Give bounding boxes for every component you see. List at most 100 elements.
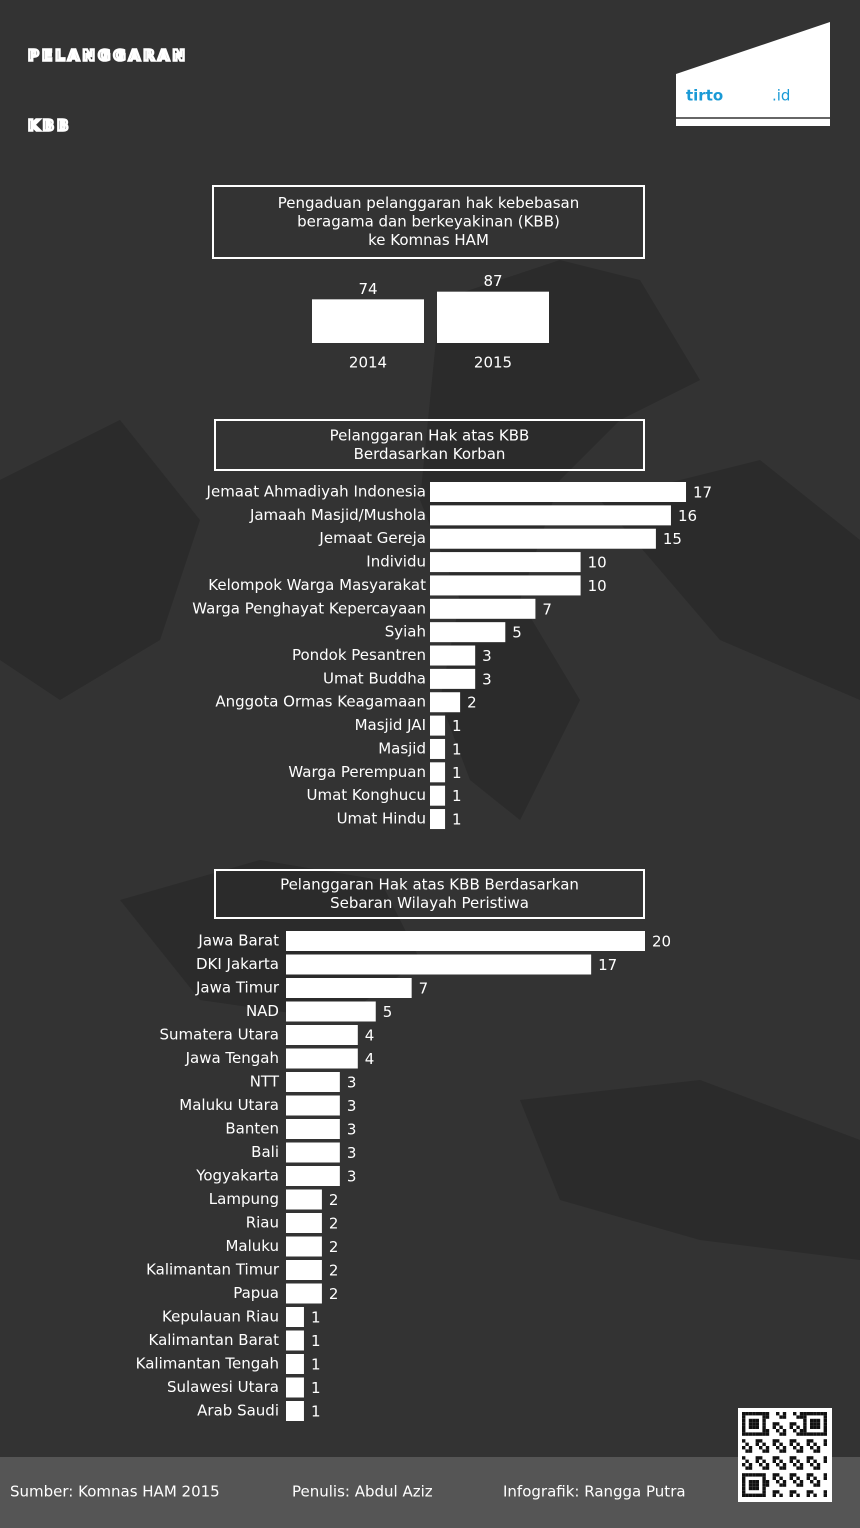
qr-module: [803, 1412, 807, 1416]
category-label: Jamaah Masjid/Mushola: [249, 506, 426, 524]
qr-module: [823, 1425, 827, 1429]
value-label: 87: [483, 272, 502, 290]
value-label: 3: [347, 1168, 357, 1186]
qr-module: [762, 1432, 766, 1436]
qr-module: [759, 1432, 763, 1436]
value-label: 1: [452, 740, 462, 758]
qr-module: [755, 1442, 759, 1446]
value-label: 2: [329, 1285, 339, 1303]
value-label: 2: [467, 694, 477, 712]
qr-module: [776, 1412, 780, 1416]
bar: [286, 1236, 322, 1257]
qr-module: [789, 1442, 793, 1446]
qr-module: [765, 1449, 770, 1453]
bar: [286, 1189, 322, 1210]
value-label: 3: [347, 1074, 357, 1092]
qr-module: [803, 1422, 807, 1426]
qr-module: [799, 1429, 804, 1433]
qr-module: [803, 1415, 807, 1419]
qr-module: [779, 1442, 783, 1446]
qr-module: [782, 1446, 787, 1450]
qr-module: [779, 1476, 783, 1480]
bar: [430, 622, 506, 643]
bar: [430, 692, 461, 713]
qr-module: [799, 1483, 804, 1487]
qr-module: [823, 1490, 827, 1494]
chart-title: Pelanggaran Hak atas KBB Berdasarkan: [280, 875, 579, 893]
qr-module: [813, 1418, 817, 1423]
value-label: 2: [329, 1191, 339, 1209]
bar: [286, 1166, 340, 1186]
qr-module: [793, 1429, 797, 1433]
qr-module: [810, 1456, 814, 1460]
qr-module: [755, 1480, 759, 1484]
qr-module: [813, 1442, 817, 1446]
value-label: 10: [588, 554, 607, 572]
category-label: Umat Hindu: [337, 810, 426, 828]
qr-module: [810, 1446, 814, 1450]
qr-module: [745, 1412, 749, 1416]
bar: [286, 1025, 358, 1045]
bar: [430, 738, 446, 759]
qr-module: [806, 1493, 810, 1497]
map-background: [0, 260, 860, 1260]
qr-module: [796, 1415, 800, 1419]
qr-module: [762, 1486, 766, 1491]
qr-module: [762, 1490, 766, 1494]
bar: [430, 715, 446, 736]
qr-module: [806, 1459, 810, 1463]
category-label: Lampung: [209, 1190, 279, 1208]
qr-module: [755, 1422, 759, 1426]
qr-module: [762, 1449, 766, 1453]
value-label: 5: [383, 1003, 393, 1021]
bar: [286, 978, 412, 998]
qr-module: [755, 1412, 759, 1416]
qr-module: [813, 1425, 817, 1429]
qr-module: [755, 1425, 759, 1429]
qr-module: [823, 1412, 827, 1416]
qr-module: [823, 1422, 827, 1426]
bar: [430, 762, 446, 783]
chart-title-box: [214, 869, 645, 919]
bar: [437, 291, 549, 343]
value-label: 1: [311, 1379, 321, 1397]
qr-module: [762, 1412, 766, 1416]
qr-module: [748, 1446, 753, 1450]
qr-module: [759, 1493, 763, 1497]
qr-module: [752, 1480, 756, 1484]
qr-module: [810, 1480, 814, 1484]
bar: [430, 575, 581, 596]
qr-module: [813, 1493, 817, 1497]
qr-module: [806, 1456, 810, 1460]
qr-module: [782, 1466, 787, 1470]
qr-module: [762, 1422, 766, 1426]
value-label: 7: [419, 980, 429, 998]
qr-module: [789, 1473, 793, 1477]
qr-module: [742, 1463, 746, 1467]
qr-module: [823, 1459, 827, 1463]
qr-module: [793, 1412, 797, 1416]
qr-module: [742, 1456, 746, 1460]
value-label: 1: [311, 1332, 321, 1350]
qr-module: [796, 1442, 800, 1446]
qr-module: [765, 1466, 770, 1470]
qr-module: [748, 1422, 753, 1426]
qr-module: [772, 1439, 776, 1443]
qr-module: [799, 1466, 804, 1470]
value-label: 17: [598, 956, 617, 974]
chart-title: ke Komnas HAM: [368, 231, 489, 249]
qr-module: [799, 1480, 804, 1484]
qr-module: [806, 1473, 810, 1477]
qr-module: [745, 1442, 749, 1446]
qr-module: [782, 1429, 787, 1433]
qr-module: [813, 1483, 817, 1487]
footer-author: Penulis: Abdul Aziz: [292, 1483, 433, 1501]
qr-module: [742, 1490, 746, 1494]
qr-module: [810, 1418, 814, 1423]
qr-module: [776, 1490, 780, 1494]
qr-module: [742, 1412, 746, 1416]
category-label: Anggota Ormas Keagamaan: [215, 693, 426, 711]
qr-module: [772, 1490, 776, 1494]
qr-module: [742, 1446, 746, 1450]
